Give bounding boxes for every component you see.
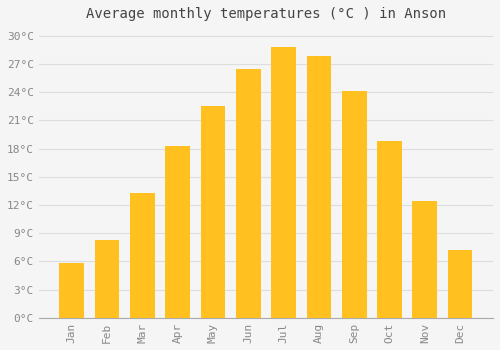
Title: Average monthly temperatures (°C ) in Anson: Average monthly temperatures (°C ) in An… bbox=[86, 7, 446, 21]
Bar bbox=[166, 146, 190, 318]
Bar bbox=[130, 193, 155, 318]
Bar bbox=[448, 250, 472, 318]
Bar bbox=[377, 141, 402, 318]
Bar bbox=[342, 91, 366, 318]
Bar bbox=[200, 106, 226, 318]
Bar bbox=[412, 201, 437, 318]
Bar bbox=[236, 69, 260, 318]
Bar bbox=[271, 47, 296, 318]
Bar bbox=[306, 56, 331, 318]
Bar bbox=[60, 263, 84, 318]
Bar bbox=[94, 240, 120, 318]
